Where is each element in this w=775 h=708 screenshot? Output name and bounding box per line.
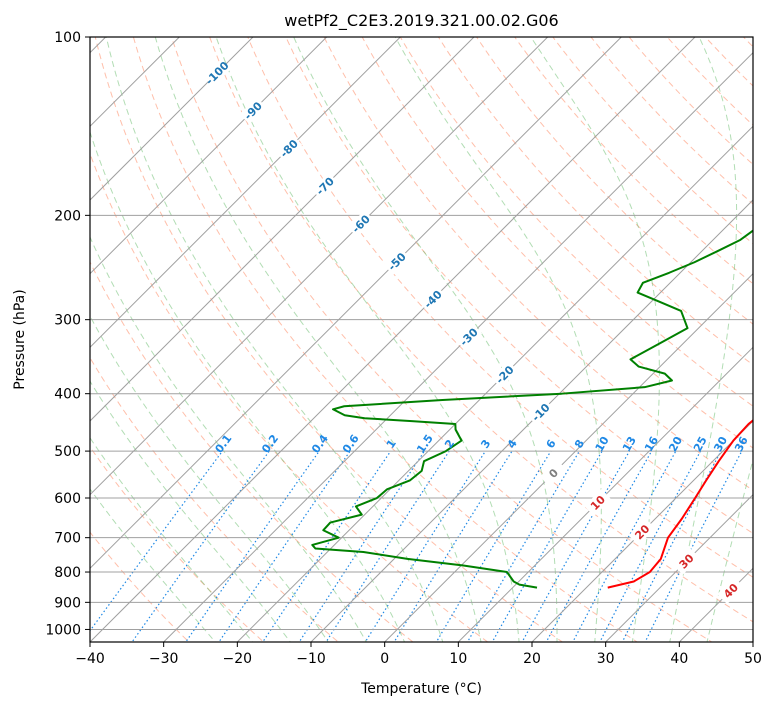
mixing-ratio-label: 25 bbox=[691, 434, 710, 454]
isotherm-line bbox=[236, 125, 753, 642]
moist-adiabat-line bbox=[669, 37, 738, 642]
y-tick-label: 900 bbox=[54, 595, 81, 611]
isotherm-label-bg bbox=[717, 577, 745, 605]
isotherm-label-bg bbox=[383, 248, 411, 275]
plot-frame bbox=[89, 36, 754, 643]
profile-series bbox=[311, 229, 753, 589]
isotherm-label-bg bbox=[239, 97, 267, 125]
dry-adiabat-line bbox=[514, 37, 753, 285]
x-tick-label: −30 bbox=[149, 651, 179, 667]
moist-adiabat-line bbox=[154, 37, 482, 642]
y-tick-label: 500 bbox=[54, 444, 81, 460]
y-tick-label: 400 bbox=[54, 387, 81, 403]
isotherm-label-bg bbox=[419, 285, 447, 313]
dry-adiabat-line bbox=[285, 37, 753, 535]
dry-adiabat-line bbox=[475, 37, 753, 325]
y-tick-label: 600 bbox=[54, 491, 81, 507]
x-tick-label: 20 bbox=[523, 651, 541, 667]
y-tick-label: 1000 bbox=[45, 622, 81, 638]
dry-adiabat-line bbox=[323, 37, 753, 491]
moist-adiabat-line bbox=[90, 315, 329, 642]
isotherm-line bbox=[90, 37, 696, 642]
moist-adiabat-line bbox=[394, 37, 602, 642]
dry-adiabats bbox=[90, 37, 753, 642]
isotherm-label-bg bbox=[203, 59, 231, 87]
isotherm-label-bg bbox=[584, 489, 612, 517]
moist-adiabat-line bbox=[293, 37, 558, 642]
isobar-gridlines bbox=[90, 37, 753, 630]
isotherm-label-bg bbox=[539, 459, 567, 487]
dry-adiabat-line bbox=[90, 260, 414, 642]
x-tick-label: −10 bbox=[296, 651, 326, 667]
mixing-ratio-label: 36 bbox=[732, 434, 751, 454]
moist-adiabat-line bbox=[215, 37, 520, 642]
mixing-ratio-line bbox=[218, 450, 351, 642]
isotherm-line bbox=[90, 37, 254, 201]
dry-adiabat-line bbox=[94, 37, 564, 642]
temperature-profile-line bbox=[607, 419, 753, 589]
isotherm-label-bg bbox=[311, 172, 339, 200]
dry-adiabat-line bbox=[90, 446, 265, 642]
x-axis: −40 −30 −20 −10 0 10 20 30 40 50 bbox=[75, 642, 762, 667]
dewpoint-profile-line bbox=[311, 229, 753, 589]
isotherm-gridlines bbox=[90, 37, 753, 642]
isotherm-line bbox=[90, 37, 475, 422]
isotherm-line bbox=[605, 493, 753, 642]
dry-adiabat-line bbox=[90, 152, 489, 642]
mixing-ratio-line bbox=[185, 450, 320, 642]
mixing-ratio-line bbox=[325, 450, 450, 642]
x-tick-label: 40 bbox=[670, 651, 688, 667]
mixing-ratio-line bbox=[491, 450, 603, 642]
x-tick-label: 30 bbox=[597, 651, 615, 667]
y-tick-label: 200 bbox=[54, 208, 81, 224]
isotherm-label-bg bbox=[628, 518, 656, 546]
mixing-ratio-line bbox=[466, 450, 580, 642]
y-tick-label: 100 bbox=[54, 30, 81, 46]
chart-title: wetPf2_C2E3.2019.321.00.02.G06 bbox=[284, 11, 558, 31]
mixing-ratio-line bbox=[545, 450, 653, 642]
x-tick-label: −40 bbox=[75, 651, 105, 667]
y-axis: 1000 900 800 700 600 500 400 300 200 100 bbox=[45, 30, 90, 638]
isotherm-label-bg bbox=[527, 398, 555, 426]
mixing-ratio-line bbox=[262, 450, 392, 642]
dry-adiabat-line bbox=[247, 37, 753, 578]
mixing-ratio-line bbox=[435, 450, 552, 642]
y-tick-label: 800 bbox=[54, 565, 81, 581]
isotherm-line bbox=[90, 37, 401, 349]
isotherm-line bbox=[531, 420, 753, 642]
x-tick-label: 10 bbox=[449, 651, 467, 667]
moist-adiabat-line bbox=[530, 37, 660, 642]
y-tick-label: 300 bbox=[54, 313, 81, 329]
isotherm-label-bg bbox=[275, 134, 303, 162]
x-tick-label: 0 bbox=[380, 651, 389, 667]
dry-adiabat-line bbox=[171, 37, 713, 642]
y-tick-label: 700 bbox=[54, 531, 81, 547]
dry-adiabat-line bbox=[399, 37, 753, 407]
isotherm-line bbox=[457, 346, 753, 642]
isotherm-label-bg bbox=[455, 323, 483, 351]
x-tick-label: −20 bbox=[223, 651, 253, 667]
isotherm-line bbox=[90, 37, 622, 570]
isotherm-line bbox=[310, 199, 753, 642]
x-tick-label: 50 bbox=[744, 651, 762, 667]
isotherm-label-bg bbox=[491, 361, 519, 389]
y-axis-title: Pressure (hPa) bbox=[12, 289, 28, 389]
mixing-ratio-line bbox=[131, 450, 270, 642]
x-axis-title: Temperature (°C) bbox=[360, 681, 482, 697]
dry-adiabat-line bbox=[361, 37, 753, 449]
dry-adiabat-line bbox=[437, 37, 753, 366]
isotherm-line bbox=[90, 37, 549, 496]
mixing-ratio-line bbox=[298, 450, 425, 642]
isotherm-line bbox=[90, 37, 328, 275]
dry-adiabat-line bbox=[132, 37, 638, 642]
isotherm-label-bg bbox=[672, 547, 700, 575]
isotherm-label-bg bbox=[347, 210, 375, 238]
isotherm-line bbox=[384, 272, 753, 642]
